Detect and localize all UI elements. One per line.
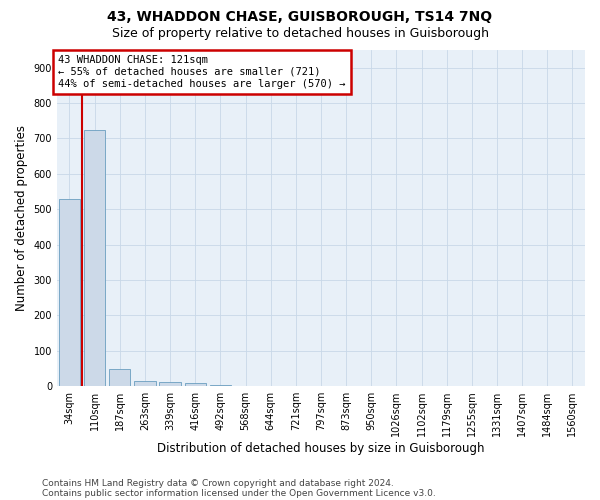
Bar xyxy=(59,198,80,386)
Text: 43, WHADDON CHASE, GUISBOROUGH, TS14 7NQ: 43, WHADDON CHASE, GUISBOROUGH, TS14 7NQ xyxy=(107,10,493,24)
Text: Contains HM Land Registry data © Crown copyright and database right 2024.: Contains HM Land Registry data © Crown c… xyxy=(42,478,394,488)
Bar xyxy=(160,382,181,386)
Y-axis label: Number of detached properties: Number of detached properties xyxy=(15,125,28,311)
Bar xyxy=(134,380,155,386)
Bar xyxy=(185,383,206,386)
Text: 43 WHADDON CHASE: 121sqm
← 55% of detached houses are smaller (721)
44% of semi-: 43 WHADDON CHASE: 121sqm ← 55% of detach… xyxy=(58,56,346,88)
Text: Size of property relative to detached houses in Guisborough: Size of property relative to detached ho… xyxy=(112,28,488,40)
Bar xyxy=(109,370,130,386)
Bar xyxy=(84,130,106,386)
Text: Contains public sector information licensed under the Open Government Licence v3: Contains public sector information licen… xyxy=(42,488,436,498)
X-axis label: Distribution of detached houses by size in Guisborough: Distribution of detached houses by size … xyxy=(157,442,485,455)
